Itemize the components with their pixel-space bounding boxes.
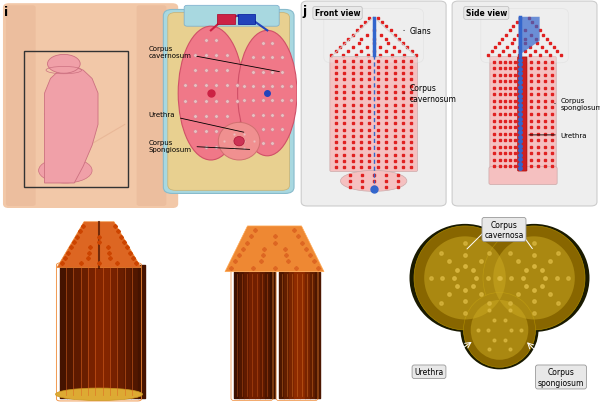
Ellipse shape [479,224,589,332]
Text: Front view: Front view [315,9,360,18]
Text: Urethra: Urethra [149,112,244,133]
Polygon shape [518,18,539,56]
FancyBboxPatch shape [168,14,290,191]
FancyBboxPatch shape [163,10,294,194]
Bar [217,14,235,25]
Polygon shape [225,226,324,272]
Text: Corpus
cavernosum: Corpus cavernosum [149,46,280,73]
Ellipse shape [409,224,521,332]
FancyBboxPatch shape [137,6,166,206]
Ellipse shape [218,123,260,161]
Text: Glans: Glans [404,27,431,36]
Text: Corpus
spongiosum: Corpus spongiosum [538,368,584,387]
Text: (ii): (ii) [219,216,231,225]
Ellipse shape [493,237,575,320]
FancyBboxPatch shape [6,6,35,206]
Bar [238,14,256,25]
Ellipse shape [47,55,80,74]
Ellipse shape [470,300,528,360]
Ellipse shape [38,159,92,183]
FancyBboxPatch shape [301,2,446,206]
Ellipse shape [461,291,539,370]
Polygon shape [44,67,98,183]
Ellipse shape [178,27,244,161]
Polygon shape [57,222,141,268]
FancyBboxPatch shape [184,6,279,27]
FancyBboxPatch shape [490,57,520,172]
Text: (i): (i) [24,216,34,225]
FancyBboxPatch shape [518,58,527,172]
Text: k: k [6,212,14,225]
Ellipse shape [414,226,516,330]
Ellipse shape [424,237,506,320]
Bar [24,52,128,188]
FancyBboxPatch shape [452,2,597,206]
Ellipse shape [238,31,297,157]
Text: Corpus
Spongiosum: Corpus Spongiosum [149,140,250,152]
FancyBboxPatch shape [3,4,178,209]
Text: j: j [303,5,307,18]
FancyBboxPatch shape [324,9,424,64]
Text: Corpus
spongiosum: Corpus spongiosum [555,98,600,111]
Text: (iii): (iii) [375,216,390,225]
FancyBboxPatch shape [481,9,568,64]
Ellipse shape [483,226,585,330]
Text: Urethra: Urethra [529,133,587,138]
Ellipse shape [234,137,244,147]
FancyBboxPatch shape [489,167,557,185]
Text: Urethra: Urethra [415,368,443,376]
Ellipse shape [340,171,407,192]
FancyBboxPatch shape [526,57,556,172]
FancyBboxPatch shape [330,57,418,172]
Text: Side view: Side view [466,9,507,18]
Text: Corpus
cavernosum: Corpus cavernosum [404,84,457,104]
Ellipse shape [463,293,536,368]
Text: Corpus
cavernosa: Corpus cavernosa [484,220,524,240]
Text: i: i [4,6,8,19]
Ellipse shape [56,388,143,401]
